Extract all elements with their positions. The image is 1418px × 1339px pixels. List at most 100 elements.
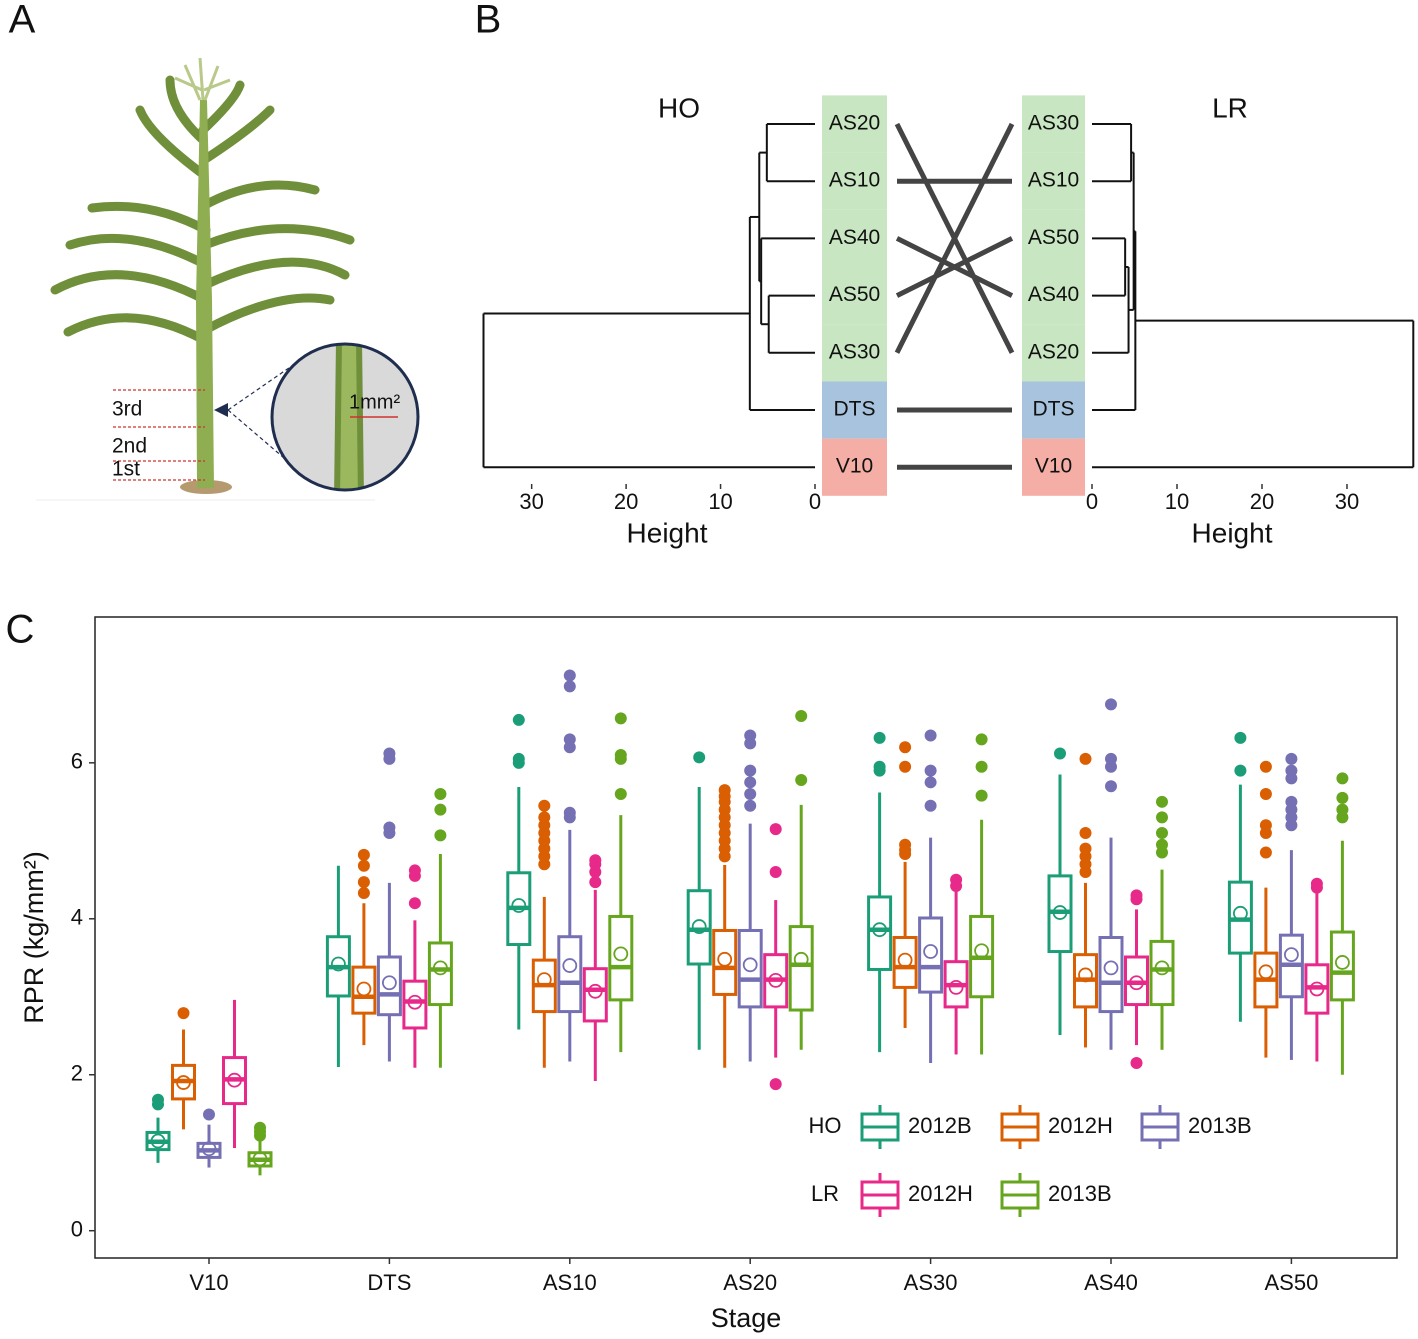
outlier (1156, 811, 1168, 824)
x-tick-label: DTS (367, 1270, 411, 1295)
legend-label: 2012H (1048, 1113, 1113, 1138)
y-tick-label: 0 (71, 1217, 83, 1242)
panel-label: B (475, 0, 502, 42)
mean (768, 972, 784, 988)
outlier (924, 799, 937, 812)
leaf-background (822, 438, 887, 496)
box (712, 928, 738, 996)
x-tick-label: AS30 (904, 1270, 958, 1295)
outlier (383, 821, 396, 834)
leaf-label: V10 (836, 455, 873, 478)
outlier (434, 829, 447, 842)
outlier (152, 1093, 164, 1106)
connector (895, 236, 1014, 298)
leaf-background (822, 209, 887, 267)
x-tick-label: V10 (189, 1270, 228, 1295)
outlier (1156, 838, 1168, 851)
mean (717, 951, 733, 967)
y-axis-label: RPR (kg/mm²) (19, 851, 49, 1023)
legend-group-title: LR (811, 1181, 839, 1206)
outlier (1105, 752, 1117, 765)
segment-label: 2nd (112, 435, 147, 458)
outlier (899, 760, 912, 773)
outlier (899, 741, 912, 754)
outlier (1234, 764, 1247, 777)
outlier (563, 806, 576, 819)
leaf-background (1022, 95, 1085, 153)
leaf-background (822, 152, 887, 210)
legend-label: 2013B (1188, 1113, 1252, 1138)
mean (742, 957, 758, 973)
outlier (512, 713, 525, 726)
outlier (975, 789, 988, 802)
outlier (434, 803, 447, 816)
outlier (975, 733, 988, 746)
outlier (203, 1108, 215, 1121)
outlier (538, 799, 551, 812)
outlier (563, 680, 576, 693)
outlier (1285, 752, 1298, 765)
connector (894, 122, 1015, 354)
outlier (357, 848, 370, 861)
mean (923, 944, 938, 959)
x-tick-label: 10 (708, 489, 732, 514)
outlier (1079, 827, 1092, 840)
panel-label: C (6, 608, 35, 652)
outlier (589, 876, 602, 889)
mean (1103, 960, 1119, 976)
outlier (1130, 1057, 1143, 1070)
mean (1129, 975, 1144, 991)
outlier (718, 784, 731, 797)
outlier (1259, 760, 1272, 773)
outlier (744, 788, 757, 801)
scale-label: 1mm² (349, 391, 400, 413)
outlier (1336, 791, 1349, 804)
legend-group-title: HO (809, 1113, 842, 1138)
box (608, 914, 634, 1002)
panel-label: A (9, 0, 36, 42)
mean (587, 983, 603, 999)
box (427, 941, 453, 1007)
outlier (408, 897, 421, 910)
outlier (1336, 803, 1349, 816)
outlier (383, 747, 396, 760)
outlier (357, 859, 370, 872)
segment-label: 3rd (112, 398, 142, 421)
mean (897, 952, 913, 968)
legend-label: 2012B (908, 1113, 972, 1138)
outlier (1310, 877, 1323, 890)
outlier (744, 776, 757, 789)
dendrogram-title: LR (1212, 92, 1248, 123)
outlier (1234, 731, 1247, 744)
leaf-background (822, 381, 887, 439)
mean (176, 1075, 191, 1090)
outlier (1259, 819, 1272, 832)
leaf-label: DTS (834, 398, 876, 421)
x-tick-label: 0 (809, 489, 821, 514)
dendrogram-title: HO (658, 92, 700, 123)
outlier (538, 811, 551, 824)
mean (201, 1141, 217, 1157)
legend-label: 2013B (1048, 1181, 1112, 1206)
outlier (1259, 788, 1272, 801)
outlier (614, 712, 627, 725)
leaf-label: AS20 (1028, 340, 1079, 363)
box (1098, 936, 1124, 1014)
box (867, 895, 893, 971)
mean (613, 946, 629, 962)
plant-illustration (36, 57, 420, 501)
outlier (693, 751, 706, 764)
outlier (950, 873, 963, 886)
mean (1284, 947, 1299, 963)
outlier (769, 865, 782, 878)
leaf-background (822, 267, 887, 325)
segment-label: 1st (112, 458, 140, 481)
leaf-label: AS50 (829, 283, 880, 306)
box (351, 965, 377, 1015)
outlier (512, 752, 525, 765)
outlier (614, 788, 627, 801)
outlier (614, 749, 627, 762)
outlier (1054, 747, 1066, 760)
outlier (744, 799, 757, 812)
outlier (873, 731, 886, 744)
